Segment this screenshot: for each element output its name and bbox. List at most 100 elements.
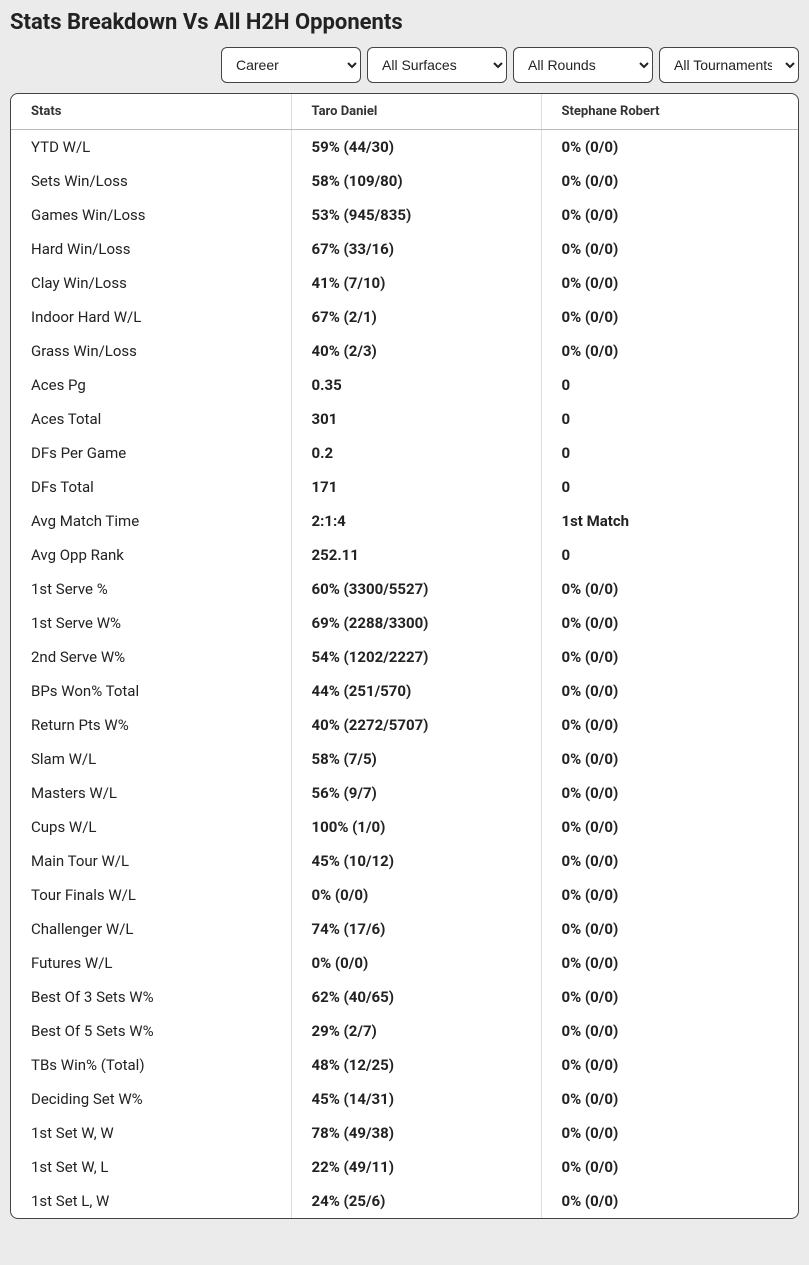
player2-value: 0 bbox=[541, 402, 798, 436]
stat-label: Indoor Hard W/L bbox=[11, 300, 291, 334]
player2-value: 0% (0/0) bbox=[541, 1150, 798, 1184]
stat-label: Grass Win/Loss bbox=[11, 334, 291, 368]
col-stats: Stats bbox=[11, 94, 291, 130]
player1-value: 58% (7/5) bbox=[291, 742, 541, 776]
table-row: Aces Total3010 bbox=[11, 402, 798, 436]
stat-label: Masters W/L bbox=[11, 776, 291, 810]
stat-label: 1st Set W, L bbox=[11, 1150, 291, 1184]
stat-label: Clay Win/Loss bbox=[11, 266, 291, 300]
table-row: Challenger W/L74% (17/6)0% (0/0) bbox=[11, 912, 798, 946]
career-select[interactable]: Career bbox=[221, 47, 361, 83]
table-row: Cups W/L100% (1/0)0% (0/0) bbox=[11, 810, 798, 844]
player1-value: 0% (0/0) bbox=[291, 946, 541, 980]
tournaments-select[interactable]: All Tournaments bbox=[659, 47, 799, 83]
player2-value: 0% (0/0) bbox=[541, 980, 798, 1014]
stat-label: Avg Opp Rank bbox=[11, 538, 291, 572]
table-row: DFs Per Game0.20 bbox=[11, 436, 798, 470]
player1-value: 60% (3300/5527) bbox=[291, 572, 541, 606]
player2-value: 0% (0/0) bbox=[541, 300, 798, 334]
player2-value: 0 bbox=[541, 436, 798, 470]
stat-label: 1st Set L, W bbox=[11, 1184, 291, 1218]
table-row: Main Tour W/L45% (10/12)0% (0/0) bbox=[11, 844, 798, 878]
table-row: Tour Finals W/L0% (0/0)0% (0/0) bbox=[11, 878, 798, 912]
stat-label: 1st Set W, W bbox=[11, 1116, 291, 1150]
stats-table-container: Stats Taro Daniel Stephane Robert YTD W/… bbox=[10, 93, 799, 1219]
stat-label: Best Of 3 Sets W% bbox=[11, 980, 291, 1014]
surfaces-select[interactable]: All Surfaces bbox=[367, 47, 507, 83]
player1-value: 0.2 bbox=[291, 436, 541, 470]
stats-breakdown-panel: Stats Breakdown Vs All H2H Opponents Car… bbox=[0, 0, 809, 1229]
stat-label: Return Pts W% bbox=[11, 708, 291, 742]
stat-label: DFs Total bbox=[11, 470, 291, 504]
player1-value: 53% (945/835) bbox=[291, 198, 541, 232]
player1-value: 48% (12/25) bbox=[291, 1048, 541, 1082]
player1-value: 40% (2272/5707) bbox=[291, 708, 541, 742]
stat-label: Futures W/L bbox=[11, 946, 291, 980]
player2-value: 0% (0/0) bbox=[541, 198, 798, 232]
player1-value: 171 bbox=[291, 470, 541, 504]
player2-value: 0 bbox=[541, 470, 798, 504]
stat-label: Slam W/L bbox=[11, 742, 291, 776]
table-row: 1st Serve %60% (3300/5527)0% (0/0) bbox=[11, 572, 798, 606]
player2-value: 0% (0/0) bbox=[541, 334, 798, 368]
player1-value: 59% (44/30) bbox=[291, 130, 541, 165]
player1-value: 301 bbox=[291, 402, 541, 436]
player2-value: 0 bbox=[541, 368, 798, 402]
table-row: Grass Win/Loss40% (2/3)0% (0/0) bbox=[11, 334, 798, 368]
player2-value: 0% (0/0) bbox=[541, 742, 798, 776]
table-row: Futures W/L0% (0/0)0% (0/0) bbox=[11, 946, 798, 980]
table-row: 1st Serve W%69% (2288/3300)0% (0/0) bbox=[11, 606, 798, 640]
player1-value: 41% (7/10) bbox=[291, 266, 541, 300]
player2-value: 0 bbox=[541, 538, 798, 572]
stat-label: Games Win/Loss bbox=[11, 198, 291, 232]
table-row: 1st Set L, W24% (25/6)0% (0/0) bbox=[11, 1184, 798, 1218]
player1-value: 100% (1/0) bbox=[291, 810, 541, 844]
table-row: BPs Won% Total44% (251/570)0% (0/0) bbox=[11, 674, 798, 708]
col-player2: Stephane Robert bbox=[541, 94, 798, 130]
player2-value: 1st Match bbox=[541, 504, 798, 538]
stat-label: Deciding Set W% bbox=[11, 1082, 291, 1116]
filter-bar: Career All Surfaces All Rounds All Tourn… bbox=[10, 47, 799, 83]
player2-value: 0% (0/0) bbox=[541, 912, 798, 946]
player1-value: 45% (14/31) bbox=[291, 1082, 541, 1116]
player1-value: 29% (2/7) bbox=[291, 1014, 541, 1048]
player1-value: 56% (9/7) bbox=[291, 776, 541, 810]
table-header-row: Stats Taro Daniel Stephane Robert bbox=[11, 94, 798, 130]
player2-value: 0% (0/0) bbox=[541, 164, 798, 198]
player2-value: 0% (0/0) bbox=[541, 232, 798, 266]
table-row: YTD W/L59% (44/30)0% (0/0) bbox=[11, 130, 798, 165]
table-row: Return Pts W%40% (2272/5707)0% (0/0) bbox=[11, 708, 798, 742]
player2-value: 0% (0/0) bbox=[541, 606, 798, 640]
stat-label: YTD W/L bbox=[11, 130, 291, 165]
player2-value: 0% (0/0) bbox=[541, 708, 798, 742]
rounds-select[interactable]: All Rounds bbox=[513, 47, 653, 83]
player1-value: 69% (2288/3300) bbox=[291, 606, 541, 640]
stat-label: BPs Won% Total bbox=[11, 674, 291, 708]
stat-label: TBs Win% (Total) bbox=[11, 1048, 291, 1082]
table-row: Hard Win/Loss67% (33/16)0% (0/0) bbox=[11, 232, 798, 266]
stat-label: Sets Win/Loss bbox=[11, 164, 291, 198]
table-row: Indoor Hard W/L67% (2/1)0% (0/0) bbox=[11, 300, 798, 334]
player1-value: 24% (25/6) bbox=[291, 1184, 541, 1218]
stat-label: Cups W/L bbox=[11, 810, 291, 844]
table-row: TBs Win% (Total)48% (12/25)0% (0/0) bbox=[11, 1048, 798, 1082]
table-row: Avg Match Time2:1:41st Match bbox=[11, 504, 798, 538]
player2-value: 0% (0/0) bbox=[541, 1184, 798, 1218]
player2-value: 0% (0/0) bbox=[541, 640, 798, 674]
player1-value: 0% (0/0) bbox=[291, 878, 541, 912]
player1-value: 74% (17/6) bbox=[291, 912, 541, 946]
table-row: DFs Total1710 bbox=[11, 470, 798, 504]
table-row: Games Win/Loss53% (945/835)0% (0/0) bbox=[11, 198, 798, 232]
player1-value: 0.35 bbox=[291, 368, 541, 402]
player1-value: 78% (49/38) bbox=[291, 1116, 541, 1150]
player2-value: 0% (0/0) bbox=[541, 572, 798, 606]
player2-value: 0% (0/0) bbox=[541, 946, 798, 980]
table-row: Avg Opp Rank252.110 bbox=[11, 538, 798, 572]
stat-label: Main Tour W/L bbox=[11, 844, 291, 878]
player2-value: 0% (0/0) bbox=[541, 1082, 798, 1116]
table-row: Masters W/L56% (9/7)0% (0/0) bbox=[11, 776, 798, 810]
player2-value: 0% (0/0) bbox=[541, 1048, 798, 1082]
stat-label: Aces Pg bbox=[11, 368, 291, 402]
player1-value: 45% (10/12) bbox=[291, 844, 541, 878]
stat-label: Tour Finals W/L bbox=[11, 878, 291, 912]
